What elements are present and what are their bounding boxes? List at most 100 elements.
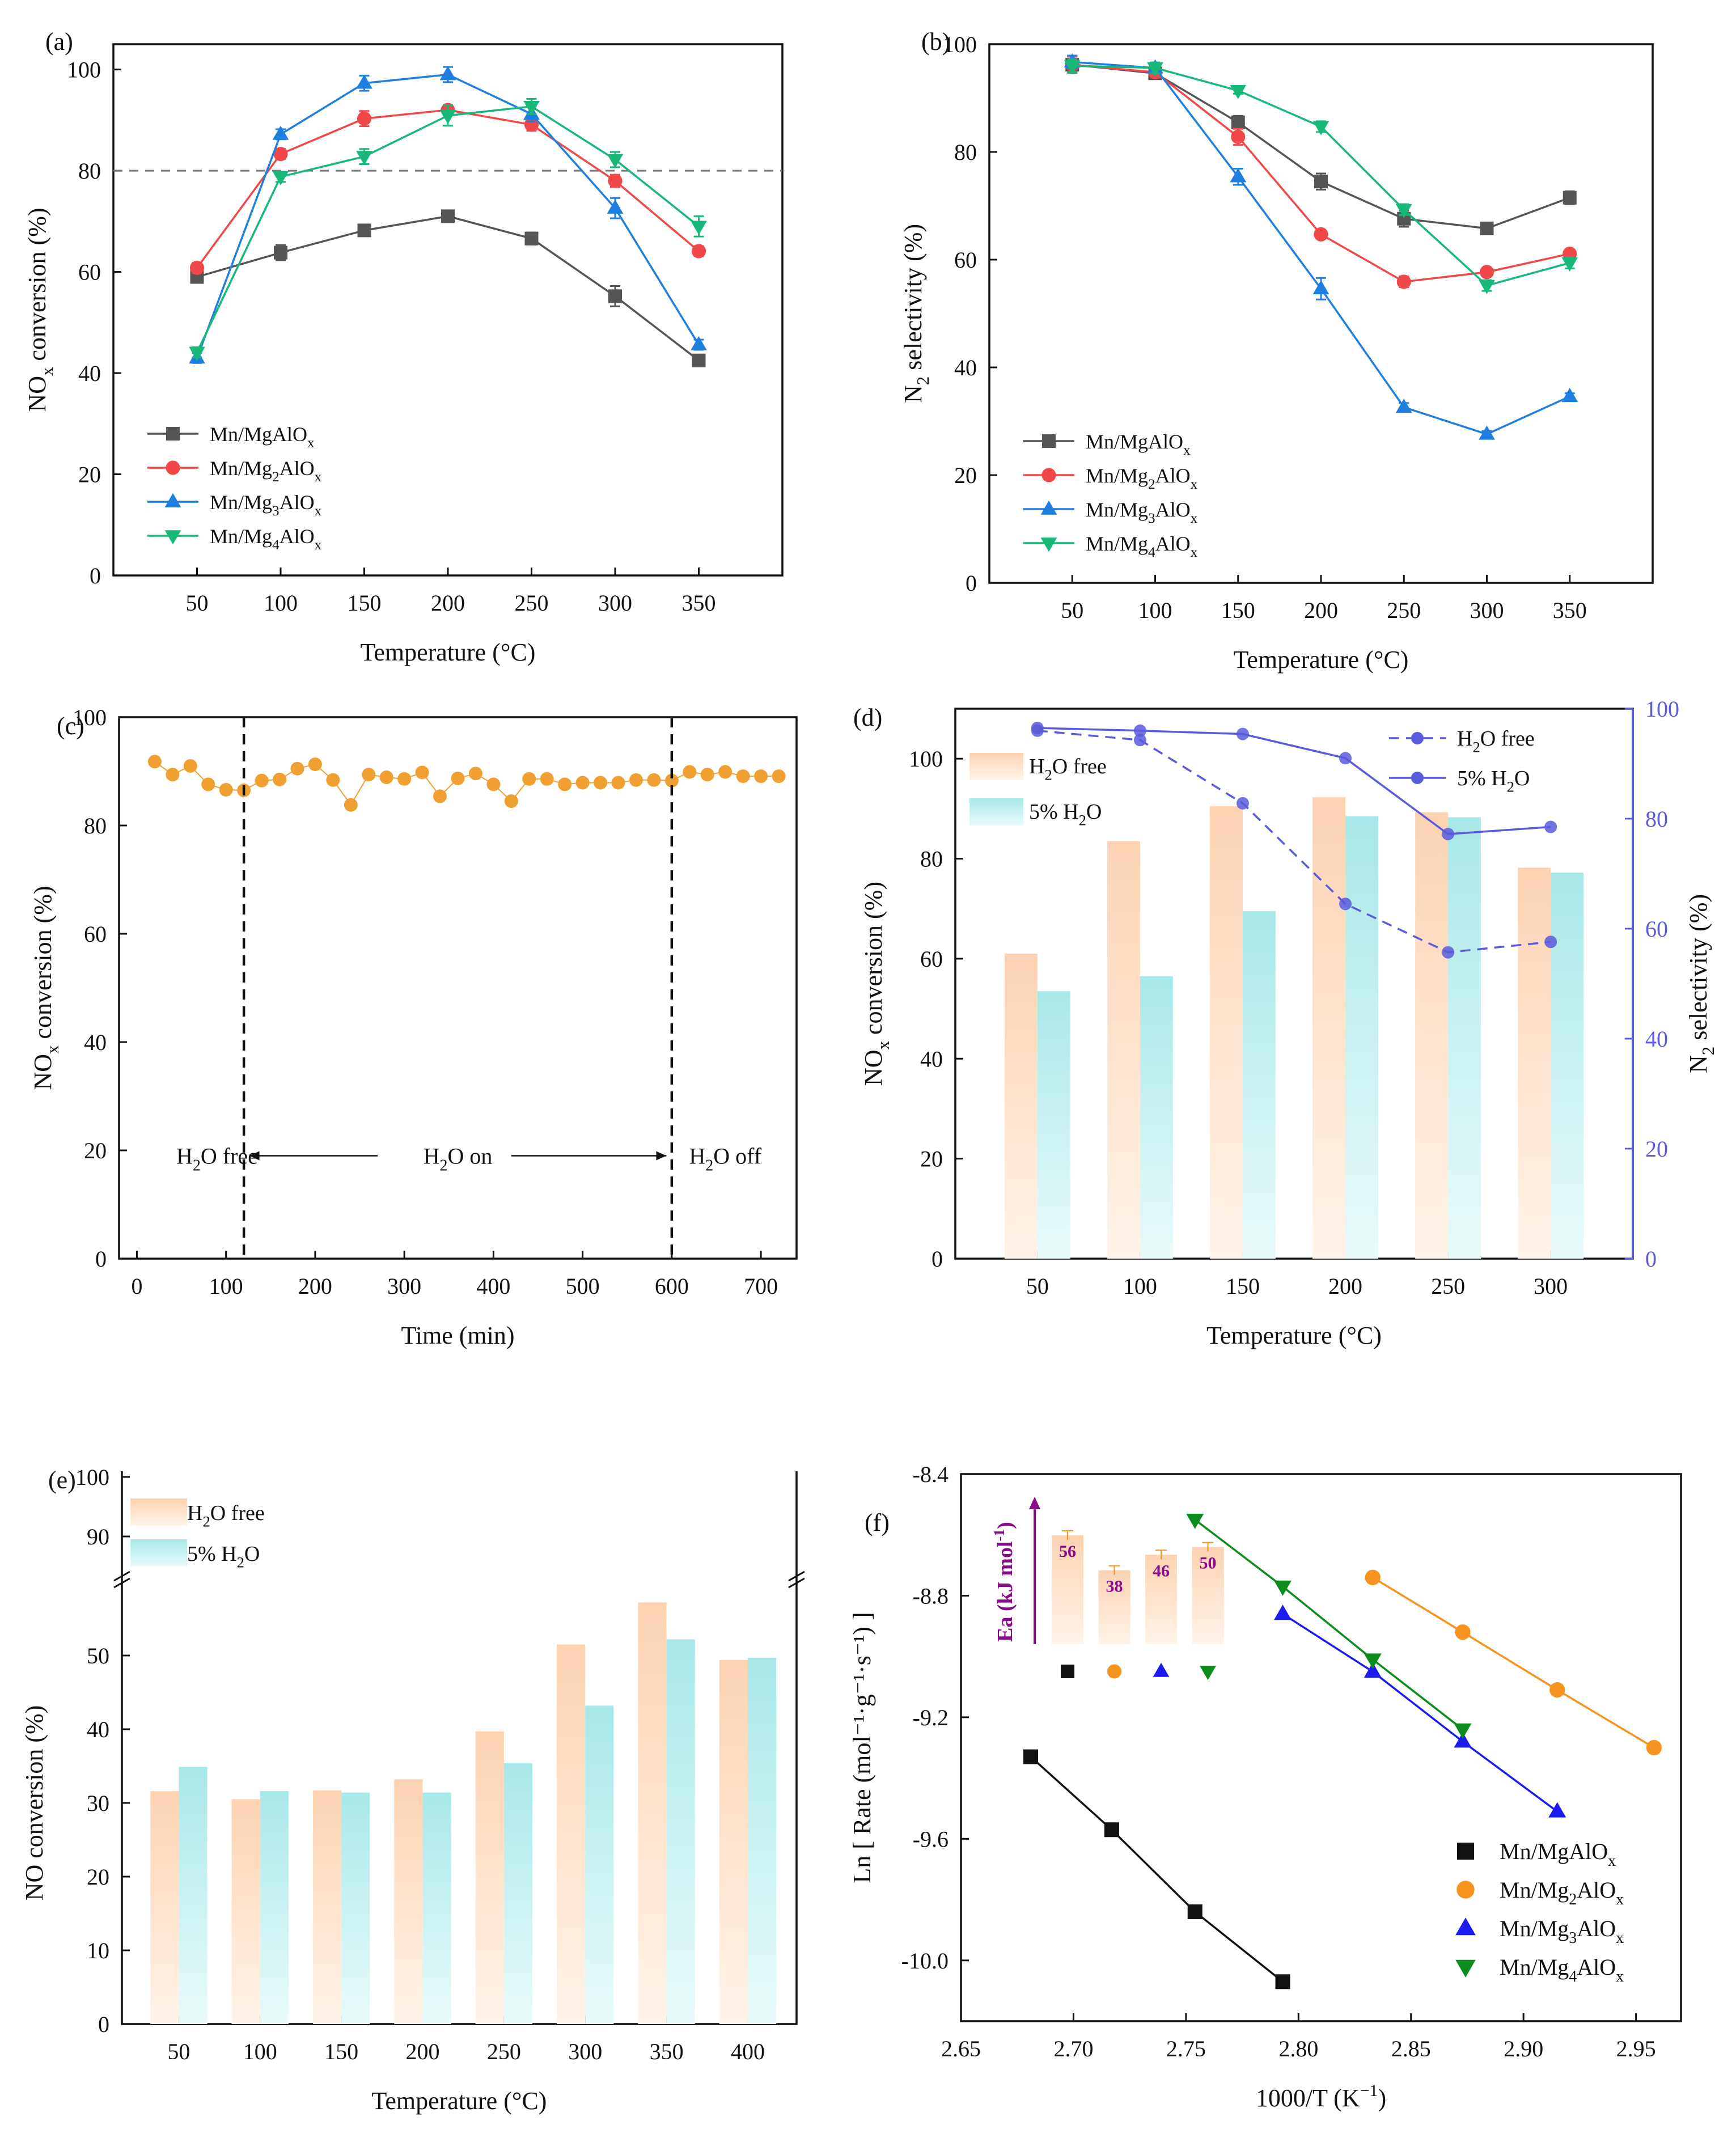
legend-marker xyxy=(1041,468,1056,482)
data-point xyxy=(1455,1624,1471,1640)
y-tick-label: 20 xyxy=(920,1146,943,1172)
legend-label: Mn/MgAlOx xyxy=(210,423,315,451)
data-point xyxy=(691,336,707,350)
y-tick-label: 30 xyxy=(87,1790,109,1816)
bar xyxy=(341,1792,370,2024)
inset-bar-label: 50 xyxy=(1200,1554,1217,1573)
phase-label-h2o-on: H2O on xyxy=(424,1144,493,1175)
inset-arrow-head xyxy=(1029,1497,1040,1509)
y2-tick-label: 20 xyxy=(1645,1136,1668,1162)
data-point xyxy=(357,111,372,126)
y-tick-label: 80 xyxy=(954,139,977,165)
x-tick-label: 200 xyxy=(1304,598,1338,623)
series-line xyxy=(1072,61,1570,435)
data-point xyxy=(1364,1653,1382,1669)
legend-label: Mn/Mg2AlOx xyxy=(1500,1877,1624,1908)
data-point xyxy=(1479,265,1494,280)
y-tick-label: -8.8 xyxy=(913,1583,949,1608)
data-point xyxy=(504,794,518,808)
legend-label: Mn/Mg2AlOx xyxy=(1086,464,1198,492)
data-point xyxy=(273,147,288,162)
data-point xyxy=(1274,1580,1292,1596)
y-tick-label: 40 xyxy=(87,1717,109,1742)
panel-label: (f) xyxy=(865,1509,890,1536)
bar xyxy=(1242,911,1276,1259)
data-point xyxy=(433,789,447,803)
fit-line xyxy=(1030,1756,1284,1983)
y-tick-label: 40 xyxy=(920,1046,943,1072)
phase-label-h2o-free: H2O free xyxy=(176,1144,258,1175)
fit-line xyxy=(1194,1519,1464,1730)
chart-panel-c: (c) 0 100 200 300 400 500 600 700 0 20 40 60 80 100 Tim… xyxy=(29,705,798,1349)
x-tick-label: 500 xyxy=(566,1273,600,1299)
data-point xyxy=(290,761,304,776)
x-tick-label: 300 xyxy=(387,1273,421,1299)
data-point xyxy=(486,777,501,791)
x-tick-label: 2.85 xyxy=(1391,2036,1431,2061)
data-point xyxy=(1364,1662,1382,1678)
legend-label: Mn/MgAlOx xyxy=(1086,430,1191,458)
data-point xyxy=(1479,425,1495,440)
axis-break xyxy=(788,1570,805,1582)
data-point xyxy=(1314,175,1328,189)
x-tick-label: 2.90 xyxy=(1504,2036,1543,2061)
y-tick-label: 20 xyxy=(84,1138,107,1163)
plot-frame xyxy=(121,1471,798,2025)
bar xyxy=(585,1705,614,2024)
data-point xyxy=(611,776,625,790)
x-tick-label: 250 xyxy=(1431,1273,1465,1299)
y-tick-label: 60 xyxy=(920,946,943,972)
y2-tick-label: 60 xyxy=(1645,916,1668,942)
data-point xyxy=(691,221,707,235)
data-point xyxy=(326,773,340,787)
x-tick-label: 2.95 xyxy=(1616,2036,1656,2061)
x-tick-label: 150 xyxy=(348,590,382,616)
inset-bar xyxy=(1145,1555,1178,1644)
data-point xyxy=(524,231,539,245)
legend-swatch xyxy=(969,753,1023,780)
x-tick-label: 50 xyxy=(1061,598,1083,623)
bar xyxy=(1448,817,1481,1259)
y-axis-label: NOx conversion (%) xyxy=(23,208,57,412)
series-line xyxy=(197,215,700,362)
inset-marker xyxy=(1061,1665,1075,1678)
x-tick-label: 400 xyxy=(476,1273,510,1299)
y-tick-label: 80 xyxy=(78,158,101,184)
data-point xyxy=(594,776,608,790)
data-point xyxy=(1544,935,1557,949)
data-point xyxy=(1339,897,1352,911)
data-point xyxy=(1236,797,1249,810)
bar xyxy=(666,1639,695,2024)
legend-marker xyxy=(166,427,180,441)
bar xyxy=(557,1644,586,2024)
data-point xyxy=(1186,1513,1204,1529)
data-point xyxy=(1442,946,1455,959)
data-point xyxy=(439,110,456,125)
bar xyxy=(719,1659,748,2024)
data-point xyxy=(451,771,465,785)
bar xyxy=(394,1779,423,2024)
bar xyxy=(1415,812,1449,1259)
data-point xyxy=(522,772,536,786)
data-point xyxy=(1231,115,1245,129)
bar xyxy=(179,1767,208,2024)
series-line xyxy=(1037,730,1551,954)
y2-tick-label: 0 xyxy=(1645,1246,1657,1272)
data-point xyxy=(1395,399,1412,413)
data-point xyxy=(1339,752,1352,765)
x-tick-label: 100 xyxy=(209,1273,243,1299)
x-tick-label: 0 xyxy=(131,1273,142,1299)
x-tick-label: 50 xyxy=(186,590,209,616)
y-tick-label: 100 xyxy=(909,746,943,772)
panel-label: (c) xyxy=(57,712,84,740)
x-tick-label: 100 xyxy=(1138,598,1172,623)
y-axis-label: N2 selectivity (%) xyxy=(899,224,933,403)
chart-panel-f: (f) 2.65 2.70 2.75 2.80 2.85 2.90 2.95 -8.4 -8.8 -… xyxy=(848,1462,1682,2112)
arrow-head xyxy=(656,1151,667,1161)
y2-axis-label: N2 selectivity (%) xyxy=(1684,894,1718,1073)
data-point xyxy=(357,223,371,238)
y2-tick-label: 80 xyxy=(1645,806,1668,832)
data-point xyxy=(362,768,376,782)
bar xyxy=(1140,976,1173,1259)
